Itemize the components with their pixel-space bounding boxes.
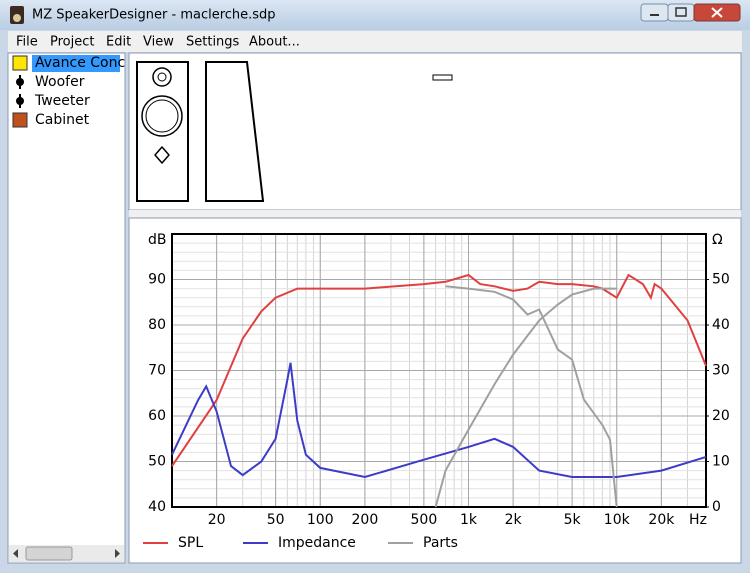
y-tick-label: 50 bbox=[148, 454, 166, 470]
legend-label: Impedance bbox=[278, 535, 356, 551]
tree-group: Avance Conc Woofer Tweeter Cabinet bbox=[12, 55, 125, 128]
x-tick-label: 50 bbox=[267, 512, 285, 528]
maximize-icon bbox=[675, 7, 687, 17]
y-tick-label: 70 bbox=[148, 363, 166, 379]
menu-item[interactable]: About... bbox=[249, 35, 300, 50]
menu-group: File Project Edit View Settings About... bbox=[16, 35, 300, 50]
series-line bbox=[171, 273, 707, 467]
tree-item[interactable]: Cabinet bbox=[35, 112, 90, 128]
tree-item[interactable]: Avance Conc bbox=[35, 55, 125, 71]
y2-tick-label: 0 bbox=[712, 499, 721, 515]
x-tick-label: 20 bbox=[208, 512, 226, 528]
y-tick-label: 60 bbox=[148, 408, 166, 424]
cabinet-side bbox=[205, 61, 265, 202]
tree-item[interactable]: Woofer bbox=[35, 74, 85, 90]
y2-tick-label: 20 bbox=[712, 408, 730, 424]
tree-selection bbox=[32, 55, 120, 72]
window-title: MZ SpeakerDesigner - maclerche.sdp bbox=[32, 8, 276, 23]
menu-item[interactable]: File bbox=[16, 35, 38, 50]
x-tick-label: 100 bbox=[307, 512, 334, 528]
menu-bar bbox=[8, 31, 742, 52]
menu-item[interactable]: Project bbox=[50, 35, 94, 50]
x-tick-label: 20k bbox=[648, 512, 675, 528]
menu-item[interactable]: Edit bbox=[106, 35, 131, 50]
series-line bbox=[434, 287, 617, 508]
y-tick-label: 80 bbox=[148, 317, 166, 333]
y-tick-label: 90 bbox=[148, 272, 166, 288]
x-tick-label: 1k bbox=[460, 512, 478, 528]
x-tick-label: 2k bbox=[505, 512, 523, 528]
legend-label: SPL bbox=[178, 535, 203, 551]
series-line bbox=[445, 285, 618, 508]
y2-tick-label: 30 bbox=[712, 363, 730, 379]
y2-tick-label: 50 bbox=[712, 272, 730, 288]
legend-label: Parts bbox=[423, 535, 458, 551]
tree-icon bbox=[12, 112, 28, 128]
y2-axis-label: Ω bbox=[712, 232, 723, 248]
series-line bbox=[171, 362, 707, 479]
x-tick-label: 500 bbox=[411, 512, 438, 528]
title-bar bbox=[0, 0, 750, 30]
tree-icon bbox=[16, 97, 24, 105]
x-tick-label: 200 bbox=[352, 512, 379, 528]
maximize-button[interactable] bbox=[667, 3, 695, 22]
cabinet-top bbox=[432, 74, 453, 81]
tree-item[interactable]: Tweeter bbox=[34, 93, 90, 109]
menu-item[interactable]: Settings bbox=[186, 35, 240, 50]
woofer-cone bbox=[145, 99, 179, 133]
y-tick-label: 40 bbox=[148, 499, 166, 515]
x-tick-label: 10k bbox=[604, 512, 631, 528]
x-tick-label: 5k bbox=[564, 512, 582, 528]
tree-panel bbox=[7, 52, 126, 564]
y-axis-label: dB bbox=[148, 232, 167, 248]
tree-icon bbox=[12, 55, 28, 71]
y2-tick-label: 10 bbox=[712, 454, 730, 470]
minimize-button[interactable] bbox=[640, 3, 669, 22]
splitter[interactable] bbox=[129, 210, 741, 218]
scroll-thumb[interactable] bbox=[25, 546, 73, 561]
app-icon-cone bbox=[13, 14, 21, 22]
plot-frame bbox=[171, 233, 707, 508]
chart: 20 50 100 200 500 1k 2k 5k 10k 20k 40 50 60 70 80 90 0 10… bbox=[143, 232, 730, 551]
x-axis-label: Hz bbox=[689, 512, 707, 528]
tweeter-dome bbox=[157, 72, 167, 82]
close-icon bbox=[711, 7, 723, 18]
menu-item[interactable]: View bbox=[143, 35, 174, 50]
woofer-drawing bbox=[141, 95, 183, 137]
port-drawing bbox=[154, 146, 170, 164]
tree-icon bbox=[16, 78, 24, 86]
tweeter-drawing bbox=[152, 67, 172, 87]
y2-tick-label: 40 bbox=[712, 317, 730, 333]
